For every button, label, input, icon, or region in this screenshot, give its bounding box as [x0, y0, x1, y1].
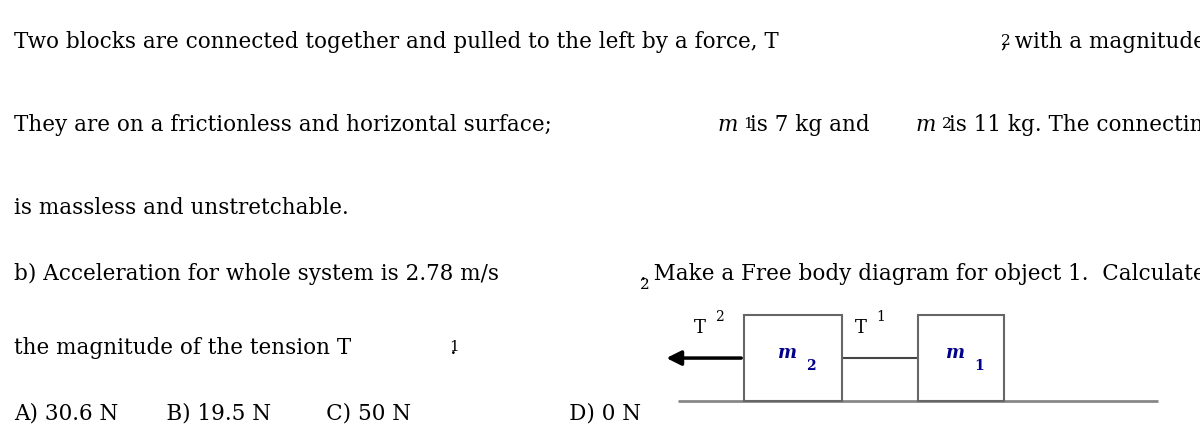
Text: 2: 2 [1001, 34, 1010, 48]
Text: T: T [854, 319, 866, 337]
Text: is massless and unstretchable.: is massless and unstretchable. [14, 197, 349, 219]
Text: 1: 1 [974, 359, 984, 373]
Text: Two blocks are connected together and pulled to the left by a force, T: Two blocks are connected together and pu… [14, 31, 779, 53]
Bar [744, 315, 842, 401]
Text: 1: 1 [876, 310, 884, 324]
Text: 1: 1 [744, 117, 754, 131]
Text: is 7 kg and: is 7 kg and [744, 114, 877, 136]
Text: 2: 2 [806, 359, 816, 373]
Text: m: m [778, 344, 797, 362]
Text: .: . [450, 337, 456, 359]
Text: 2: 2 [641, 278, 650, 292]
Text: . Make a Free body diagram for object 1.  Calculate: . Make a Free body diagram for object 1.… [641, 263, 1200, 285]
Text: , with a magnitude of 50 N.: , with a magnitude of 50 N. [1001, 31, 1200, 53]
Text: A) 30.6 N       B) 19.5 N        C) 50 N                       D) 0 N: A) 30.6 N B) 19.5 N C) 50 N D) 0 N [14, 403, 642, 425]
Text: the magnitude of the tension T: the magnitude of the tension T [14, 337, 352, 359]
Text: b) Acceleration for whole system is 2.78 m/s: b) Acceleration for whole system is 2.78… [14, 263, 499, 285]
Text: 2: 2 [715, 310, 724, 324]
Text: 2: 2 [942, 117, 952, 131]
Text: m: m [718, 114, 738, 136]
Text: They are on a frictionless and horizontal surface;: They are on a frictionless and horizonta… [14, 114, 559, 136]
Text: m: m [916, 114, 936, 136]
Text: is 11 kg. The connecting string: is 11 kg. The connecting string [942, 114, 1200, 136]
Text: m: m [946, 344, 965, 362]
Bar [918, 315, 1004, 401]
Text: 1: 1 [450, 340, 460, 354]
Text: T: T [694, 319, 706, 337]
